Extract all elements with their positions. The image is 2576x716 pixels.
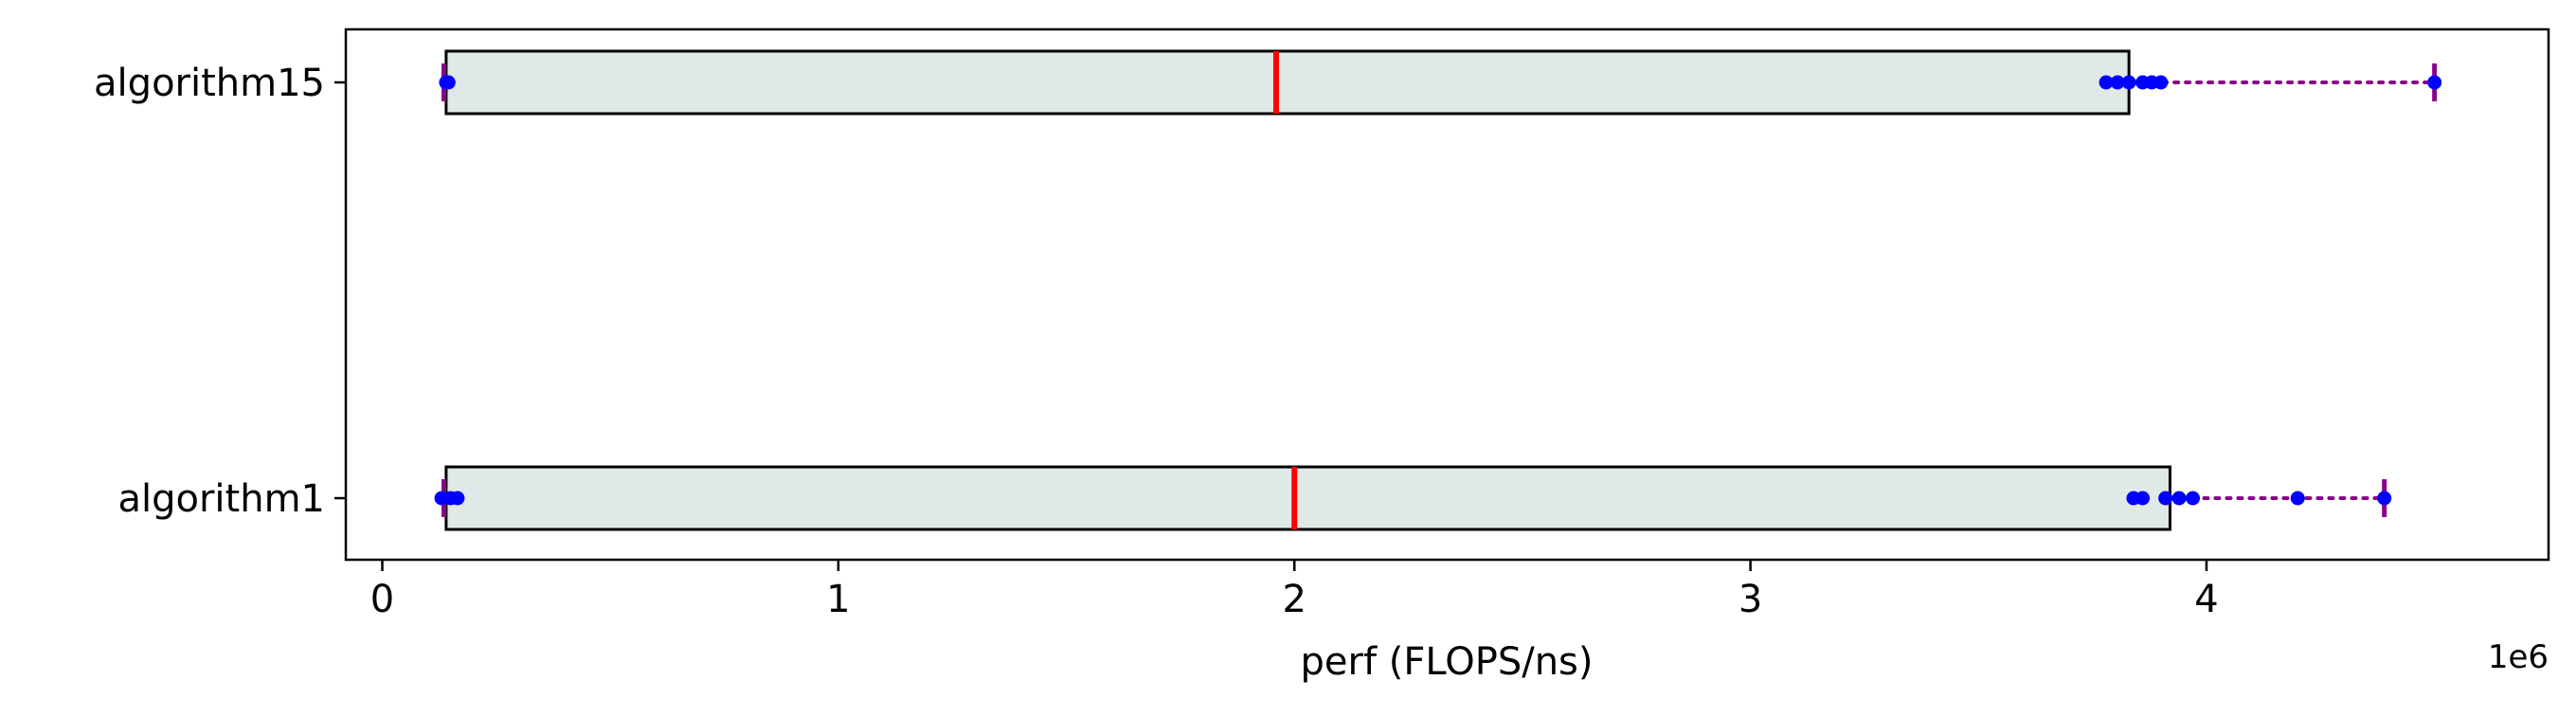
y-tick-label: algorithm15 <box>94 62 325 105</box>
data-point <box>2427 75 2442 90</box>
data-point <box>441 75 456 90</box>
x-tick-label: 3 <box>1738 578 1762 621</box>
axes-layer: 0 1 2 3 4 algorithm15 algorithm1 <box>94 62 2219 621</box>
x-tick-label: 2 <box>1283 578 1306 621</box>
data-point <box>450 491 465 506</box>
box-group-algorithm15 <box>439 49 2442 116</box>
box-iqr <box>444 465 2171 531</box>
x-axis-label: perf (FLOPS/ns) <box>1301 640 1594 684</box>
y-tick-label: algorithm1 <box>118 477 326 521</box>
box-group-algorithm1 <box>434 465 2392 531</box>
data-point <box>2171 491 2187 506</box>
data-point <box>2135 491 2151 506</box>
x-tick-label: 0 <box>370 578 394 621</box>
box-iqr <box>444 49 2131 116</box>
data-point <box>2121 75 2136 90</box>
x-tick-label: 1 <box>826 578 850 621</box>
data-point <box>2099 75 2114 90</box>
data-point <box>2290 491 2305 506</box>
x-tick-label: 4 <box>2194 578 2218 621</box>
data-point <box>2110 75 2125 90</box>
data-point <box>2186 491 2201 506</box>
data-point <box>2153 75 2169 90</box>
x-offset-label: 1e6 <box>2488 638 2549 676</box>
data-point <box>2377 491 2392 506</box>
boxes-layer <box>434 49 2442 531</box>
data-point <box>2158 491 2173 506</box>
plot-frame <box>344 27 2550 562</box>
